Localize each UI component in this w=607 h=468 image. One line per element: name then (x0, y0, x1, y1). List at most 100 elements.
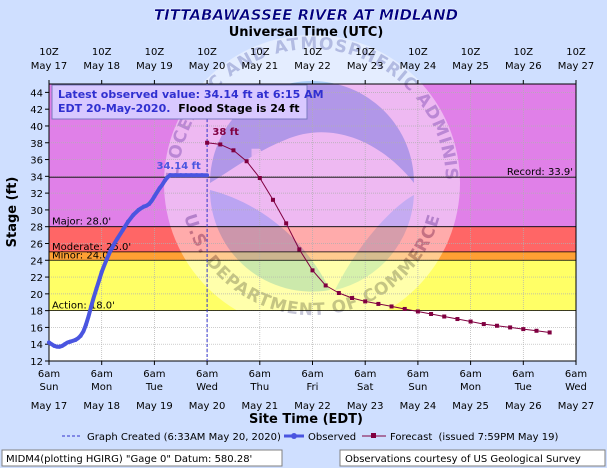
observed-point (126, 219, 131, 224)
bottom-tick-day: Tue (514, 382, 532, 393)
chart-title: TITTABAWASSEE RIVER AT MIDLAND (154, 6, 458, 24)
y-tick-label: 18 (30, 307, 43, 318)
legend: Graph Created (6:33AM May 20, 2020) Obse… (62, 432, 559, 443)
reference-line-label: Minor: 24.0' (52, 250, 111, 261)
bottom-tick-day: Sun (408, 382, 427, 393)
forecast-point (534, 328, 539, 333)
bottom-tick-day: Sat (357, 382, 373, 393)
top-tick-time: 10Z (92, 47, 112, 58)
forecast-point (205, 140, 210, 145)
bottom-tick-date: May 17 (31, 401, 68, 412)
top-tick-date: May 26 (505, 61, 542, 72)
bottom-tick-date: May 26 (505, 401, 542, 412)
observed-point (194, 173, 199, 178)
bottom-tick-date: May 27 (558, 401, 595, 412)
bottom-tick-date: May 25 (452, 401, 489, 412)
forecast-point (494, 323, 499, 328)
observed-point (99, 270, 104, 275)
top-tick-time: 10Z (514, 47, 534, 58)
forecast-point (270, 197, 275, 202)
top-tick-date: May 23 (347, 61, 384, 72)
observed-point (115, 236, 120, 241)
top-tick-date: May 25 (452, 61, 489, 72)
observed-point (199, 173, 204, 178)
bottom-tick-date: May 22 (294, 401, 331, 412)
top-tick-date: May 24 (400, 61, 437, 72)
bottom-tick-time: 6am (512, 369, 534, 380)
y-tick-label: 16 (30, 323, 43, 334)
y-tick-label: 38 (30, 139, 43, 150)
top-tick-time: 10Z (303, 47, 323, 58)
annotation-label: 38 ft (212, 127, 239, 138)
bottom-tick-day: Fri (307, 382, 319, 393)
y-tick-label: 26 (30, 239, 43, 250)
footer-datum: MIDM4(plotting HGIRG) "Gage 0" Datum: 58… (6, 454, 252, 465)
forecast-point (218, 142, 223, 147)
info-line-1: Latest observed value: 34.14 ft at 6:15 … (58, 88, 324, 101)
info-line-2b: Flood Stage is 24 ft (178, 102, 299, 115)
observed-point (110, 245, 115, 250)
forecast-point (323, 283, 328, 288)
observed-point (62, 342, 67, 347)
y-tick-label: 42 (30, 105, 43, 116)
top-tick-time: 10Z (145, 47, 165, 58)
legend-graph-created: Graph Created (6:33AM May 20, 2020) (87, 432, 281, 443)
observed-point (120, 228, 125, 233)
observed-point (89, 304, 94, 309)
y-tick-label: 12 (30, 357, 43, 368)
reference-line-label: Major: 28.0' (52, 217, 111, 228)
observed-point (104, 256, 109, 261)
top-tick-date: May 20 (189, 61, 226, 72)
observed-point (52, 343, 57, 348)
forecast-point (442, 314, 447, 319)
bottom-tick-time: 6am (354, 369, 376, 380)
forecast-point (481, 322, 486, 327)
observed-point (68, 339, 73, 344)
observed-point (73, 338, 78, 343)
top-tick-time: 10Z (566, 47, 586, 58)
forecast-point (415, 309, 420, 314)
top-axis-title: Universal Time (UTC) (229, 25, 384, 40)
top-tick-date: May 21 (242, 61, 279, 72)
y-tick-label: 40 (30, 122, 43, 133)
top-tick-time: 10Z (197, 47, 217, 58)
bottom-tick-time: 6am (249, 369, 271, 380)
bottom-tick-time: 6am (91, 369, 113, 380)
bottom-axis-title: Site Time (EDT) (249, 412, 363, 427)
top-tick-time: 10Z (39, 47, 59, 58)
forecast-point (257, 176, 262, 181)
observed-point (131, 212, 136, 217)
bottom-tick-time: 6am (38, 369, 60, 380)
bottom-tick-day: Tue (145, 382, 163, 393)
forecast-point (468, 319, 473, 324)
observed-point (173, 173, 178, 178)
bottom-tick-day: Mon (460, 382, 481, 393)
observed-point (168, 173, 173, 178)
observed-point (189, 173, 194, 178)
bottom-tick-day: Wed (196, 382, 218, 393)
y-tick-label: 28 (30, 223, 43, 234)
observed-point (136, 207, 141, 212)
forecast-point (310, 268, 315, 273)
bottom-tick-time: 6am (196, 369, 218, 380)
y-tick-label: 14 (30, 340, 43, 351)
bottom-tick-date: May 23 (347, 401, 384, 412)
observed-point (178, 173, 183, 178)
reference-line-label: Action: 18.0' (52, 301, 115, 312)
bottom-tick-time: 6am (143, 369, 165, 380)
y-tick-label: 44 (30, 88, 43, 99)
observed-point (147, 202, 152, 207)
bottom-tick-time: 6am (407, 369, 429, 380)
bottom-tick-day: Thu (249, 382, 269, 393)
footer-courtesy: Observations courtesy of US Geological S… (345, 454, 581, 465)
forecast-point (389, 304, 394, 309)
forecast-point (429, 311, 434, 316)
observed-point (47, 340, 51, 345)
observed-point (57, 344, 62, 349)
y-tick-label: 20 (30, 290, 43, 301)
top-tick-date: May 22 (294, 61, 331, 72)
top-tick-time: 10Z (408, 47, 428, 58)
reference-line-label: Record: 33.9' (507, 167, 573, 178)
